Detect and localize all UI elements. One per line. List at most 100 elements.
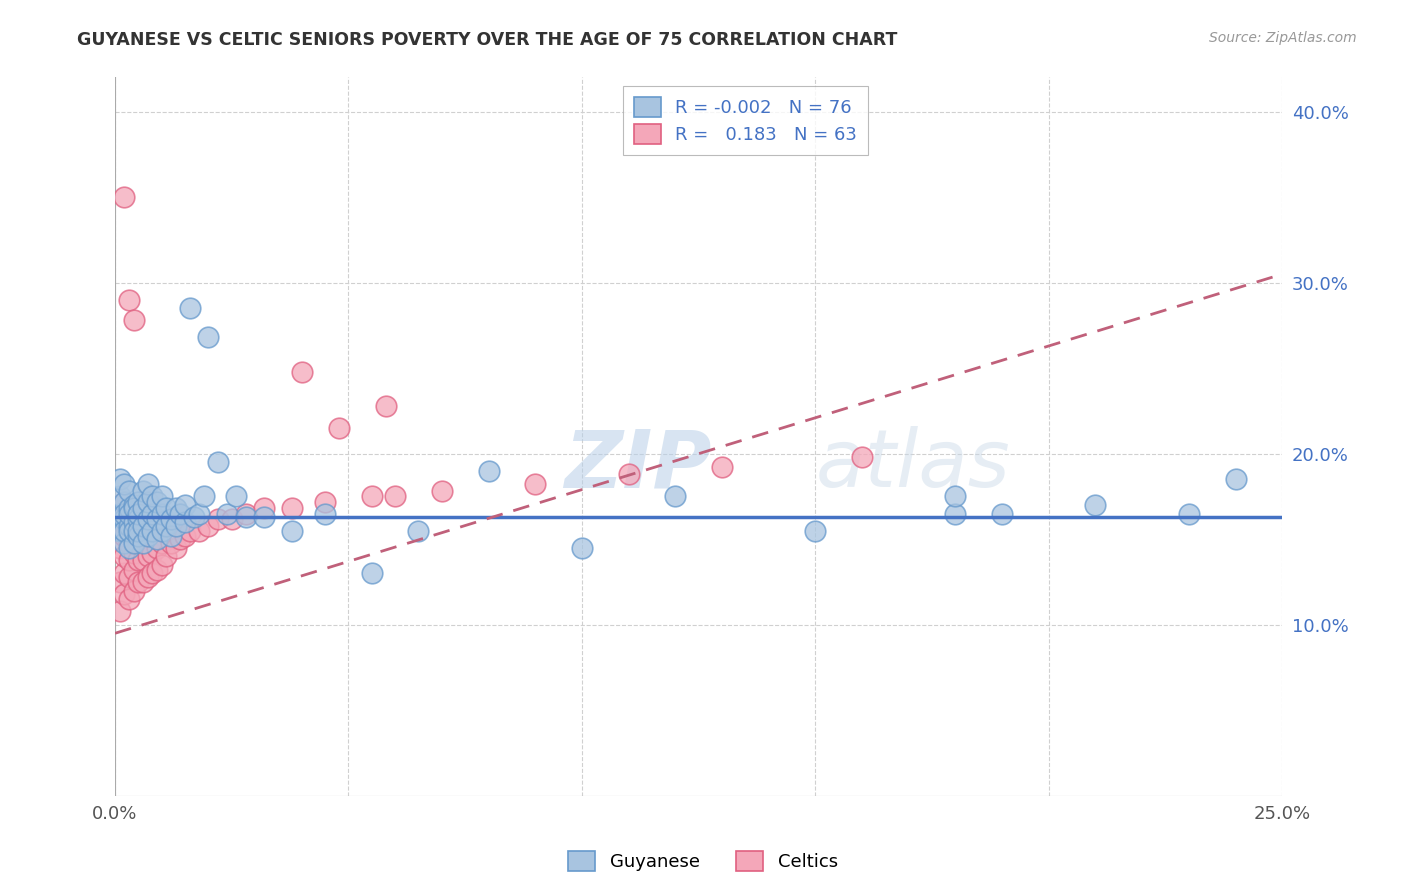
Point — [132, 484, 155, 499]
Point — [108, 574, 131, 589]
Point — [328, 421, 350, 435]
Point — [118, 507, 141, 521]
Point — [112, 511, 135, 525]
Point — [291, 365, 314, 379]
Point — [253, 501, 276, 516]
Point — [851, 450, 873, 464]
Point — [945, 507, 967, 521]
Point — [155, 549, 177, 564]
Point — [150, 490, 173, 504]
Point — [150, 524, 173, 538]
Point — [108, 524, 131, 538]
Point — [207, 455, 229, 469]
Point — [127, 529, 149, 543]
Point — [160, 511, 183, 525]
Point — [1178, 507, 1201, 521]
Point — [197, 518, 219, 533]
Point — [127, 518, 149, 533]
Point — [127, 511, 149, 525]
Point — [127, 524, 149, 538]
Point — [165, 541, 187, 555]
Point — [122, 498, 145, 512]
Point — [127, 574, 149, 589]
Point — [127, 494, 149, 508]
Point — [122, 501, 145, 516]
Point — [188, 524, 211, 538]
Point — [710, 460, 733, 475]
Point — [136, 524, 159, 538]
Point — [160, 535, 183, 549]
Point — [146, 563, 169, 577]
Point — [174, 515, 197, 529]
Point — [804, 524, 827, 538]
Point — [132, 553, 155, 567]
Point — [108, 507, 131, 521]
Point — [122, 583, 145, 598]
Point — [118, 484, 141, 499]
Point — [122, 313, 145, 327]
Point — [112, 477, 135, 491]
Point — [112, 535, 135, 549]
Point — [179, 301, 201, 316]
Point — [253, 510, 276, 524]
Point — [108, 490, 131, 504]
Point — [197, 330, 219, 344]
Point — [408, 524, 430, 538]
Point — [146, 494, 169, 508]
Point — [524, 477, 547, 491]
Point — [127, 507, 149, 521]
Point — [118, 592, 141, 607]
Point — [169, 507, 191, 521]
Point — [132, 501, 155, 516]
Point — [118, 535, 141, 549]
Point — [122, 546, 145, 560]
Point — [127, 535, 149, 549]
Point — [193, 490, 215, 504]
Point — [146, 541, 169, 555]
Point — [281, 501, 304, 516]
Point — [112, 190, 135, 204]
Point — [1084, 498, 1107, 512]
Point — [141, 507, 163, 521]
Point — [136, 529, 159, 543]
Point — [141, 566, 163, 581]
Legend: R = -0.002   N = 76, R =   0.183   N = 63: R = -0.002 N = 76, R = 0.183 N = 63 — [623, 87, 868, 155]
Point — [122, 529, 145, 543]
Point — [141, 490, 163, 504]
Point — [118, 518, 141, 533]
Point — [430, 484, 453, 499]
Point — [664, 490, 686, 504]
Point — [165, 518, 187, 533]
Point — [1225, 472, 1247, 486]
Point — [112, 549, 135, 564]
Point — [112, 494, 135, 508]
Point — [112, 566, 135, 581]
Point — [112, 507, 135, 521]
Point — [155, 501, 177, 516]
Point — [118, 293, 141, 307]
Point — [160, 529, 183, 543]
Point — [571, 541, 593, 555]
Point — [221, 511, 243, 525]
Point — [122, 563, 145, 577]
Point — [108, 541, 131, 555]
Point — [122, 524, 145, 538]
Point — [477, 464, 499, 478]
Point — [118, 501, 141, 516]
Text: ZIP: ZIP — [564, 426, 711, 504]
Point — [132, 535, 155, 549]
Point — [174, 529, 197, 543]
Point — [235, 507, 257, 521]
Point — [136, 549, 159, 564]
Point — [118, 570, 141, 584]
Point — [112, 511, 135, 525]
Point — [235, 510, 257, 524]
Point — [617, 467, 640, 482]
Point — [150, 507, 173, 521]
Point — [165, 501, 187, 516]
Point — [112, 587, 135, 601]
Point — [146, 511, 169, 525]
Point — [118, 518, 141, 533]
Point — [118, 524, 141, 538]
Point — [136, 511, 159, 525]
